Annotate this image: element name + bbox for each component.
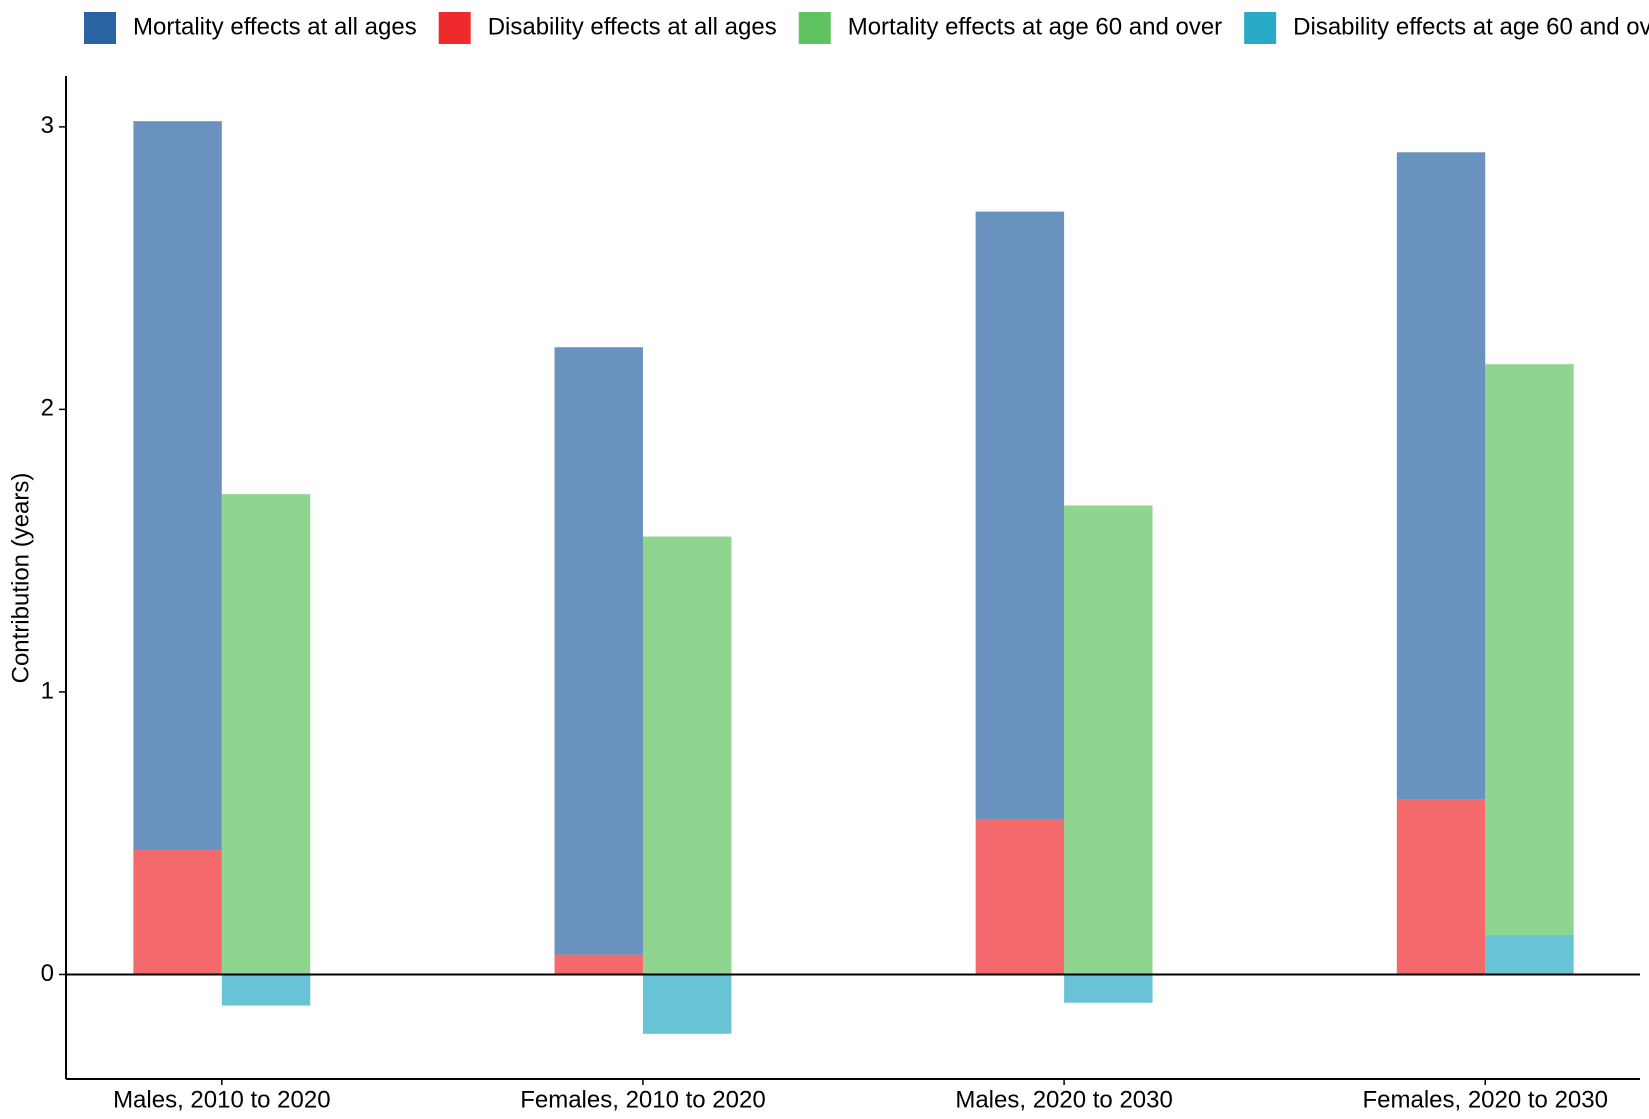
bar <box>975 211 1065 820</box>
x-tick-label: Males, 2010 to 2020 <box>113 1086 331 1113</box>
bar <box>554 954 643 975</box>
legend-label: Mortality effects at all ages <box>133 13 417 40</box>
y-tick-label: 2 <box>41 395 54 422</box>
bar <box>975 819 1065 975</box>
legend-swatch <box>84 12 116 44</box>
bar <box>1485 934 1574 975</box>
legend-swatch <box>1244 12 1277 44</box>
y-tick-label: 0 <box>41 960 54 987</box>
legend-label: Mortality effects at age 60 and over <box>848 13 1222 40</box>
y-axis-label: Contribution (years) <box>7 473 34 684</box>
legend-swatch <box>438 12 471 44</box>
y-tick-label: 3 <box>41 112 54 139</box>
bar <box>1396 152 1486 800</box>
x-tick-label: Males, 2020 to 2030 <box>955 1086 1173 1113</box>
bar <box>221 974 311 1006</box>
bar <box>1396 799 1486 975</box>
x-tick-label: Females, 2020 to 2030 <box>1362 1086 1608 1113</box>
bar <box>554 347 643 955</box>
legend-label: Disability effects at age 60 and over <box>1293 13 1649 40</box>
bar <box>642 974 732 1034</box>
legend-swatch <box>798 12 831 44</box>
bar <box>133 121 222 851</box>
x-tick-label: Females, 2010 to 2020 <box>520 1086 766 1113</box>
bar <box>221 494 311 975</box>
y-tick-label: 1 <box>41 677 54 704</box>
bar <box>1485 364 1574 935</box>
bar <box>133 850 222 975</box>
bar <box>1064 974 1153 1003</box>
legend-label: Disability effects at all ages <box>488 13 777 40</box>
bar <box>642 536 732 975</box>
bar <box>1064 505 1153 975</box>
